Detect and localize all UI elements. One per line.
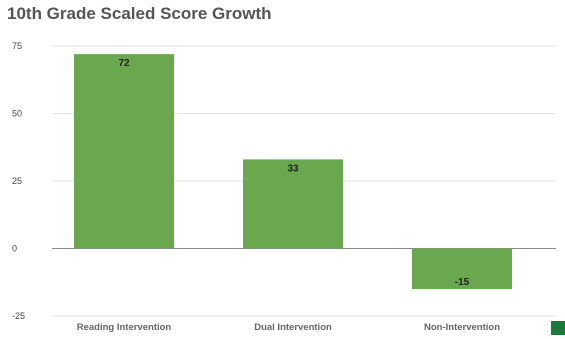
chart-title: 10th Grade Scaled Score Growth — [7, 4, 272, 23]
data-label: 72 — [118, 58, 130, 69]
x-category-label: Non-Intervention — [424, 322, 500, 333]
bar — [243, 159, 343, 249]
y-tick-label: 75 — [12, 41, 22, 51]
y-tick-label: 50 — [12, 109, 22, 119]
x-category-label: Reading Intervention — [77, 322, 172, 333]
y-tick-label: -25 — [12, 311, 25, 321]
data-label: -15 — [455, 277, 470, 288]
x-category-label: Dual Intervention — [254, 322, 332, 333]
y-tick-label: 25 — [12, 176, 22, 186]
bar — [74, 54, 174, 249]
legend-swatch — [551, 321, 565, 335]
bar — [412, 248, 512, 289]
y-tick-label: 0 — [12, 244, 17, 254]
data-label: 33 — [287, 163, 299, 174]
